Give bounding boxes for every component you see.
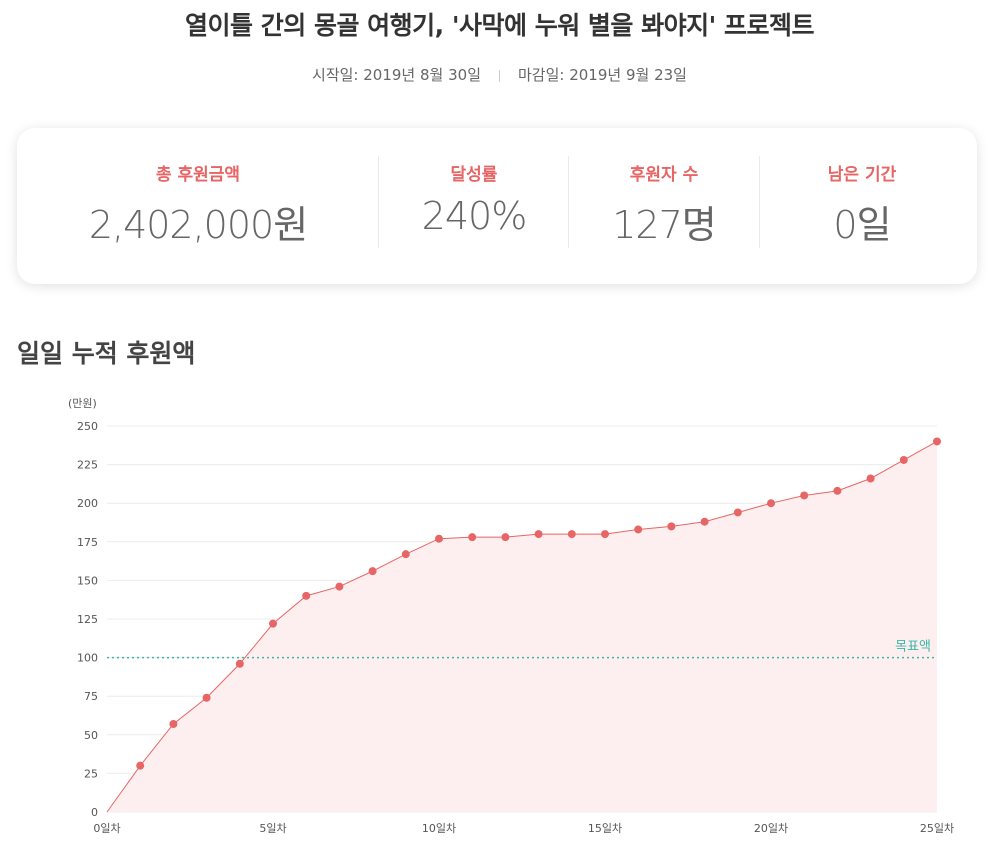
- data-point: [534, 530, 543, 539]
- stat-label: 후원자 수: [629, 165, 699, 185]
- data-point: [501, 533, 510, 542]
- data-point: [202, 693, 211, 702]
- data-point: [634, 525, 643, 534]
- stat-value: 240%: [421, 194, 528, 238]
- stat-label: 달성률: [450, 165, 498, 185]
- y-tick-label: 100: [77, 652, 98, 665]
- y-tick-label: 175: [77, 536, 98, 549]
- data-point: [899, 455, 908, 464]
- data-point: [401, 550, 410, 559]
- data-point: [767, 499, 775, 508]
- data-point: [136, 761, 145, 770]
- axis-labels: (만원) 0 25 50 75 100 125 150 175 200 225 250 0일차 5일차 10…: [68, 397, 954, 835]
- start-date: 시작일: 2019년 8월 30일: [312, 66, 481, 84]
- data-point: [733, 508, 742, 517]
- data-point: [169, 719, 178, 728]
- data-point: [335, 582, 344, 591]
- x-tick-label: 20일차: [754, 821, 788, 835]
- y-tick-label: 125: [77, 613, 98, 626]
- y-tick-label: 225: [77, 459, 98, 472]
- goal-label: 목표액: [895, 640, 931, 655]
- page-title: 열이틀 간의 몽골 여행기, '사막에 누워 별을 봐야지' 프로젝트: [185, 11, 814, 40]
- area-layer: [107, 441, 937, 812]
- stat-remaining-days: 남은 기간 0일: [759, 128, 965, 284]
- y-unit-label: (만원): [68, 397, 97, 410]
- data-point: [435, 534, 443, 543]
- stat-label: 총 후원금액: [155, 165, 241, 185]
- stat-total-amount: 총 후원금액 2,402,000원: [17, 128, 379, 284]
- data-point: [667, 522, 676, 531]
- data-point: [368, 567, 377, 576]
- data-point: [833, 486, 842, 495]
- stat-divider: [568, 156, 569, 248]
- stat-divider: [759, 156, 760, 248]
- y-tick-label: 250: [77, 420, 98, 433]
- y-tick-label: 50: [84, 729, 98, 742]
- data-point: [567, 530, 576, 539]
- y-tick-label: 75: [84, 690, 98, 703]
- stat-backer-count: 후원자 수 127명: [569, 128, 759, 284]
- data-point: [269, 619, 277, 628]
- goal-layer: 목표액: [107, 640, 937, 659]
- x-tick-label: 15일차: [588, 821, 622, 835]
- area-fill: [107, 441, 937, 812]
- chart-section-title: 일일 누적 후원액: [17, 339, 196, 368]
- data-point: [800, 491, 809, 500]
- y-tick-label: 0: [91, 806, 98, 819]
- cumulative-funding-chart: 목표액 (만원) 0 25 50 75 100 125 150 175 200 225 250 0일차 5…: [68, 397, 954, 835]
- data-point: [468, 533, 477, 542]
- data-point: [235, 659, 244, 668]
- point-layer: [136, 437, 941, 770]
- stat-label: 남은 기간: [827, 165, 897, 185]
- series-line: [106, 441, 938, 813]
- x-tick-label: 10일차: [422, 821, 456, 835]
- stat-value: 0일: [833, 203, 891, 247]
- data-point: [866, 474, 875, 483]
- y-tick-label: 25: [84, 767, 98, 780]
- x-tick-label: 0일차: [93, 821, 120, 835]
- date-separator: [499, 69, 500, 82]
- y-tick-label: 200: [77, 497, 98, 510]
- line-layer: [106, 441, 938, 813]
- y-tick-label: 150: [77, 574, 98, 587]
- data-point: [302, 591, 311, 600]
- stat-value: 127명: [612, 203, 717, 247]
- project-dates: 시작일: 2019년 8월 30일 마감일: 2019년 9월 23일: [0, 64, 999, 85]
- stat-value: 2,402,000원: [88, 203, 308, 247]
- stat-achievement-rate: 달성률 240%: [379, 128, 569, 284]
- x-tick-label: 5일차: [259, 821, 286, 835]
- data-point: [933, 437, 941, 446]
- data-point: [700, 517, 709, 526]
- data-point: [601, 530, 609, 539]
- end-date: 마감일: 2019년 9월 23일: [518, 66, 687, 84]
- stat-divider: [378, 156, 379, 248]
- x-tick-label: 25일차: [920, 821, 954, 835]
- stats-card: 총 후원금액 2,402,000원 달성률 240% 후원자 수 127명 남은…: [17, 128, 977, 284]
